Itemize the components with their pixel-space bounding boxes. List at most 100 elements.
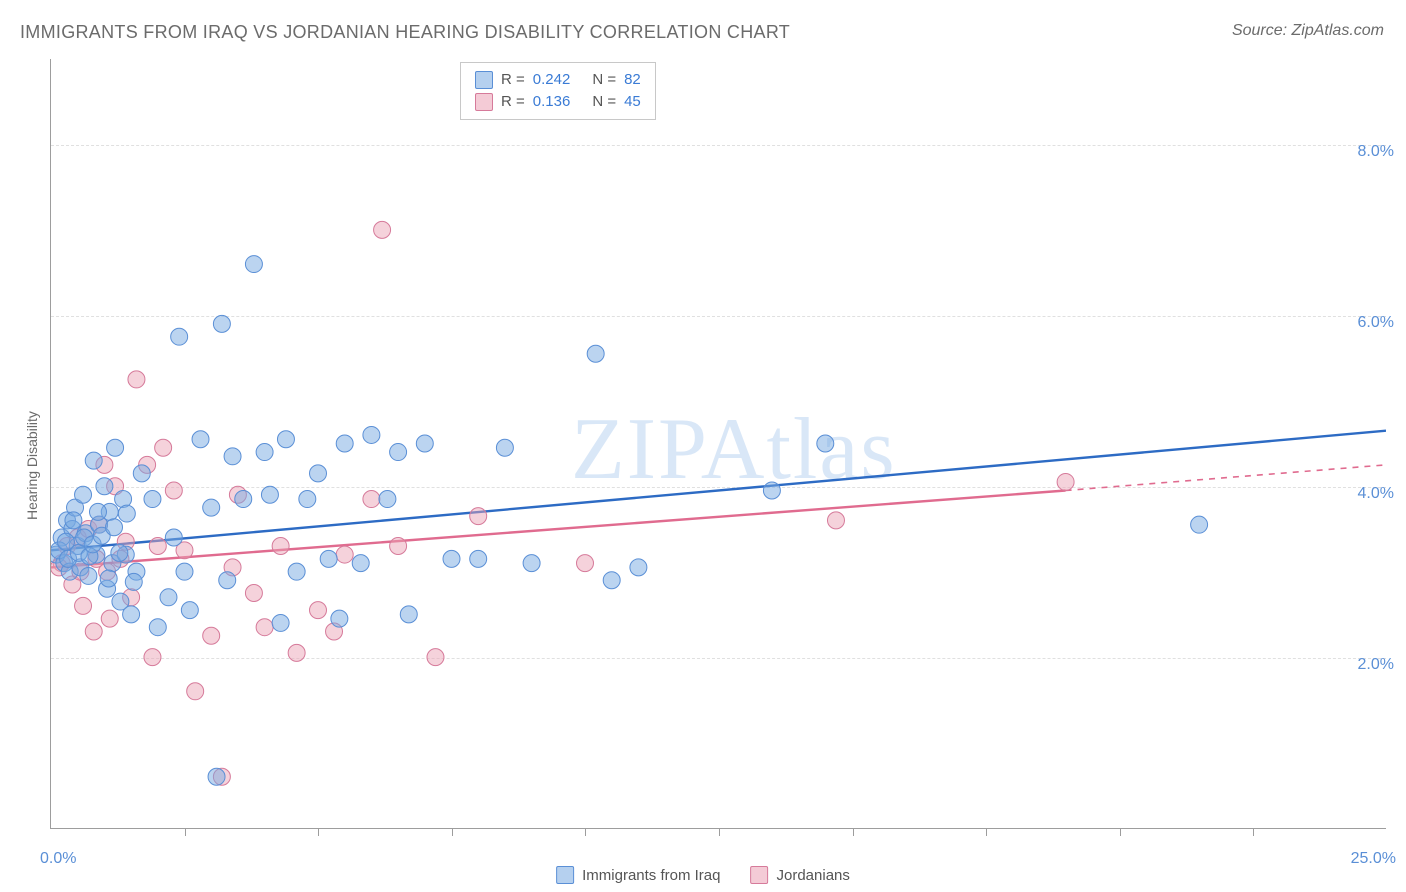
point-pink bbox=[256, 619, 273, 636]
point-blue bbox=[89, 503, 106, 520]
point-blue bbox=[149, 619, 166, 636]
legend-label-2: Jordanians bbox=[776, 867, 849, 884]
point-pink bbox=[187, 683, 204, 700]
point-pink bbox=[203, 627, 220, 644]
point-pink bbox=[288, 644, 305, 661]
n-value-1: 82 bbox=[624, 69, 641, 91]
point-blue bbox=[118, 505, 135, 522]
point-blue bbox=[111, 544, 128, 561]
x-tick bbox=[585, 828, 586, 836]
point-pink bbox=[390, 538, 407, 555]
trend-line-pink-dash bbox=[1066, 465, 1386, 491]
point-blue bbox=[65, 512, 82, 529]
point-blue bbox=[208, 768, 225, 785]
point-pink bbox=[75, 597, 92, 614]
point-blue bbox=[213, 315, 230, 332]
point-blue bbox=[523, 555, 540, 572]
point-blue bbox=[176, 563, 193, 580]
point-pink bbox=[1057, 473, 1074, 490]
n-value-2: 45 bbox=[624, 91, 641, 113]
point-pink bbox=[827, 512, 844, 529]
x-tick bbox=[986, 828, 987, 836]
point-blue bbox=[603, 572, 620, 589]
r-label: R = bbox=[501, 69, 525, 91]
plot-svg bbox=[51, 59, 1386, 828]
point-pink bbox=[577, 555, 594, 572]
point-blue bbox=[96, 478, 113, 495]
plot-area: ZIPAtlas bbox=[50, 59, 1386, 829]
point-pink bbox=[374, 221, 391, 238]
point-blue bbox=[181, 602, 198, 619]
point-pink bbox=[144, 649, 161, 666]
x-axis-min-label: 0.0% bbox=[40, 850, 76, 868]
swatch-pink-icon bbox=[750, 866, 768, 884]
point-blue bbox=[144, 491, 161, 508]
point-blue bbox=[85, 452, 102, 469]
r-value-1: 0.242 bbox=[533, 69, 571, 91]
point-blue bbox=[75, 486, 92, 503]
point-pink bbox=[272, 538, 289, 555]
point-blue bbox=[272, 614, 289, 631]
point-blue bbox=[245, 256, 262, 273]
x-tick bbox=[853, 828, 854, 836]
n-label: N = bbox=[592, 91, 616, 113]
point-pink bbox=[101, 610, 118, 627]
point-blue bbox=[160, 589, 177, 606]
chart-title: IMMIGRANTS FROM IRAQ VS JORDANIAN HEARIN… bbox=[20, 22, 790, 43]
point-blue bbox=[1191, 516, 1208, 533]
x-tick bbox=[318, 828, 319, 836]
point-blue bbox=[235, 491, 252, 508]
point-pink bbox=[470, 508, 487, 525]
point-blue bbox=[261, 486, 278, 503]
x-tick bbox=[452, 828, 453, 836]
x-tick bbox=[185, 828, 186, 836]
point-blue bbox=[443, 550, 460, 567]
point-blue bbox=[352, 555, 369, 572]
point-blue bbox=[390, 444, 407, 461]
legend-stats-row-1: R = 0.242 N = 82 bbox=[475, 69, 641, 91]
y-axis-label: Hearing Disability bbox=[24, 411, 40, 520]
legend-item-2: Jordanians bbox=[750, 866, 849, 884]
point-blue bbox=[496, 439, 513, 456]
point-pink bbox=[165, 482, 182, 499]
point-pink bbox=[427, 649, 444, 666]
point-pink bbox=[155, 439, 172, 456]
point-blue bbox=[763, 482, 780, 499]
point-blue bbox=[587, 345, 604, 362]
point-blue bbox=[363, 426, 380, 443]
legend-stats-row-2: R = 0.136 N = 45 bbox=[475, 91, 641, 113]
point-blue bbox=[400, 606, 417, 623]
point-pink bbox=[245, 585, 262, 602]
point-blue bbox=[123, 606, 140, 623]
x-tick bbox=[719, 828, 720, 836]
point-blue bbox=[192, 431, 209, 448]
point-blue bbox=[100, 570, 117, 587]
point-blue bbox=[470, 550, 487, 567]
x-tick bbox=[1120, 828, 1121, 836]
point-blue bbox=[416, 435, 433, 452]
point-blue bbox=[107, 439, 124, 456]
point-blue bbox=[331, 610, 348, 627]
legend-label-1: Immigrants from Iraq bbox=[582, 867, 720, 884]
r-label: R = bbox=[501, 91, 525, 113]
point-blue bbox=[203, 499, 220, 516]
legend-bottom: Immigrants from Iraq Jordanians bbox=[556, 866, 850, 884]
x-axis-max-label: 25.0% bbox=[1351, 850, 1396, 868]
point-blue bbox=[817, 435, 834, 452]
point-blue bbox=[106, 519, 123, 536]
trend-line-blue bbox=[51, 431, 1386, 551]
point-pink bbox=[149, 538, 166, 555]
point-blue bbox=[171, 328, 188, 345]
point-pink bbox=[336, 546, 353, 563]
point-blue bbox=[277, 431, 294, 448]
point-blue bbox=[310, 465, 327, 482]
point-blue bbox=[125, 573, 142, 590]
point-blue bbox=[379, 491, 396, 508]
trend-line-pink bbox=[51, 490, 1066, 567]
legend-stats: R = 0.242 N = 82 R = 0.136 N = 45 bbox=[460, 62, 656, 120]
x-tick bbox=[1253, 828, 1254, 836]
swatch-blue-icon bbox=[475, 71, 493, 89]
point-blue bbox=[336, 435, 353, 452]
point-blue bbox=[320, 550, 337, 567]
swatch-pink-icon bbox=[475, 93, 493, 111]
